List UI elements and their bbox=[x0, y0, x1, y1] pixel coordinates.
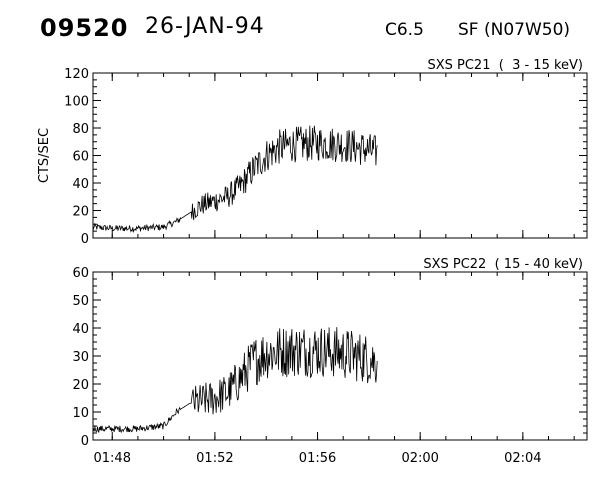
y-tick-label: 100 bbox=[64, 95, 89, 110]
x-tick-label: 01:56 bbox=[299, 451, 336, 466]
y-tick-label: 60 bbox=[72, 266, 89, 281]
y-tick-label: 0 bbox=[81, 232, 89, 247]
event-date: 26-JAN-94 bbox=[145, 14, 265, 39]
y-axis-label: CTS/SEC bbox=[37, 128, 52, 183]
flare-class: C6.5 bbox=[385, 20, 424, 40]
y-tick-label: 30 bbox=[72, 350, 89, 365]
y-tick-label: 20 bbox=[72, 205, 89, 220]
y-tick-label: 80 bbox=[72, 122, 89, 137]
x-tick-label: 02:04 bbox=[504, 451, 541, 466]
y-tick-label: 20 bbox=[72, 378, 89, 393]
flare-location: SF (N07W50) bbox=[458, 20, 571, 40]
y-tick-label: 40 bbox=[72, 322, 89, 337]
light-curve-2 bbox=[92, 327, 378, 434]
y-tick-label: 10 bbox=[72, 406, 89, 421]
y-tick-label: 60 bbox=[72, 150, 89, 165]
light-curve-1 bbox=[92, 125, 378, 234]
plot-title-1: SXS PC21 ( 3 - 15 keV) bbox=[427, 58, 583, 73]
x-tick-label: 02:00 bbox=[401, 451, 438, 466]
x-tick-label: 01:52 bbox=[196, 451, 233, 466]
y-tick-label: 40 bbox=[72, 177, 89, 192]
y-tick-label: 0 bbox=[81, 434, 89, 449]
y-tick-label: 50 bbox=[72, 294, 89, 309]
event-id: 09520 bbox=[40, 14, 129, 42]
plot-frame-1 bbox=[92, 72, 588, 239]
x-tick-label: 01:48 bbox=[94, 451, 131, 466]
y-tick-label: 120 bbox=[64, 67, 89, 82]
plot-title-2: SXS PC22 ( 15 - 40 keV) bbox=[423, 257, 583, 272]
